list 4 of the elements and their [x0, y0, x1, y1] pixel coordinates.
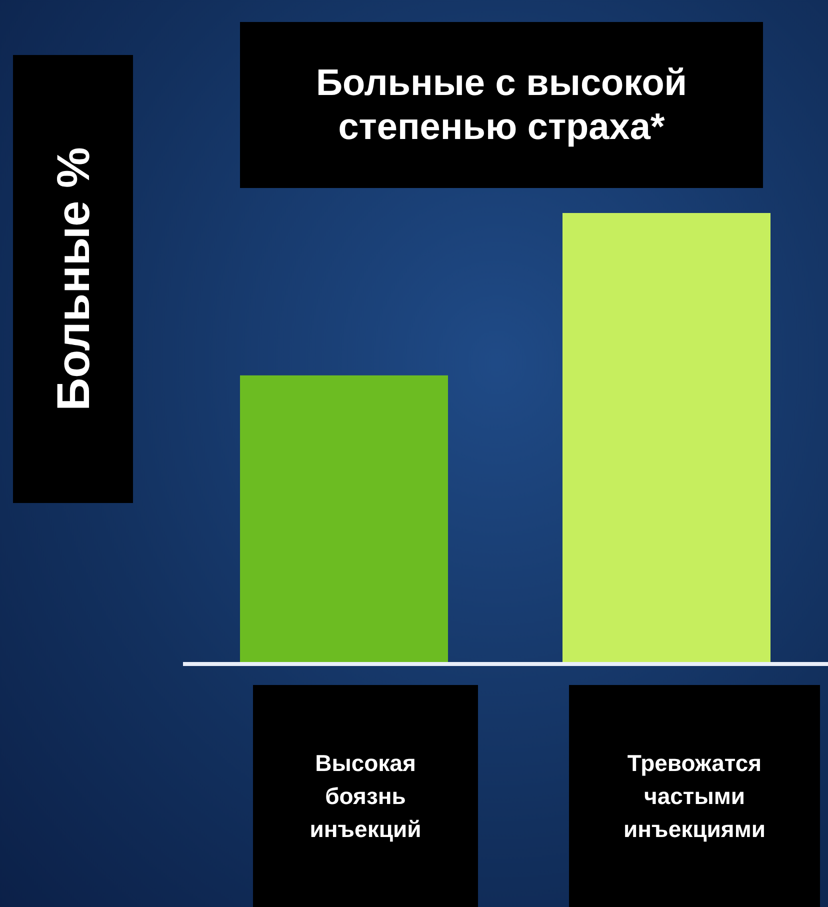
x-tick-label: Высокая боязнь инъекций — [253, 685, 478, 907]
chart-title: Больные с высокой степенью страха* — [240, 22, 763, 188]
x-tick-label: Тревожатся частыми инъекциями — [569, 685, 820, 907]
y-axis-title: Больные % — [46, 147, 100, 411]
